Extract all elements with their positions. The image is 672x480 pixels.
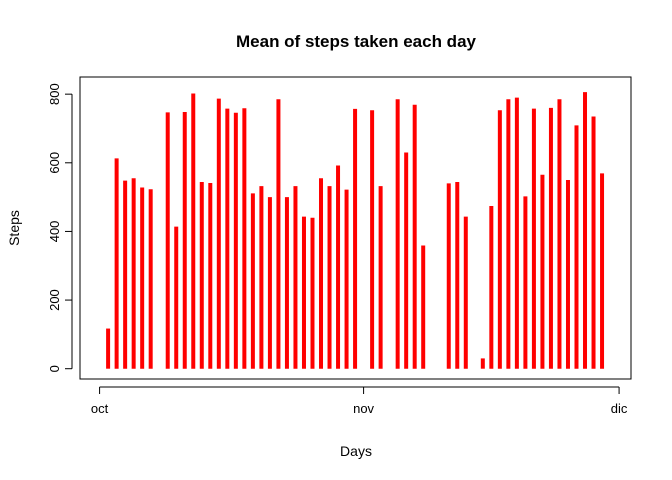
x-tick-label: oct — [91, 401, 109, 416]
x-axis-label: Days — [340, 443, 372, 459]
y-axis: 0 200 400 600 800 — [47, 83, 73, 372]
y-tick-label: 0 — [47, 365, 62, 372]
y-tick-label: 800 — [47, 83, 62, 105]
x-axis: oct nov dic — [91, 386, 628, 416]
y-tick-label: 200 — [47, 289, 62, 311]
bars — [106, 92, 605, 369]
x-tick-label: nov — [353, 401, 374, 416]
y-tick-label: 600 — [47, 152, 62, 174]
plot-frame — [79, 76, 632, 380]
y-axis-label: Steps — [6, 210, 22, 246]
y-tick-label: 400 — [47, 221, 62, 243]
x-tick-label: dic — [611, 401, 628, 416]
chart-title: Mean of steps taken each day — [236, 32, 477, 51]
